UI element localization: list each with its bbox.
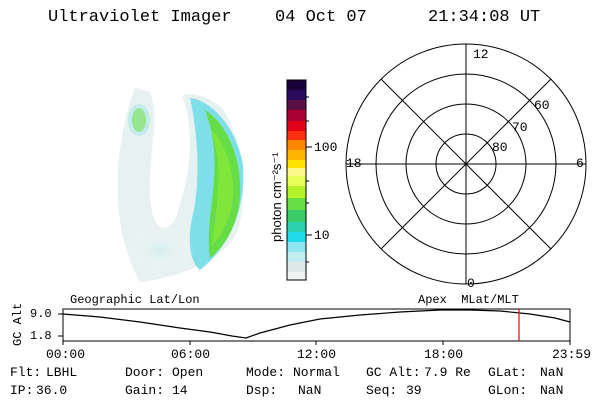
status-glon-value: NaN xyxy=(540,383,564,398)
status-ip-value: 36.0 xyxy=(36,383,68,398)
polar-grid xyxy=(345,43,587,285)
polar-line-diagonal-2 xyxy=(380,78,552,250)
altitude-xtick-2359: 23:59 xyxy=(552,347,592,362)
altitude-xtick-0600: 06:00 xyxy=(171,347,211,362)
altitude-ytick-high: 9.0 xyxy=(30,307,52,321)
status-glat-label: GLat: xyxy=(488,365,528,380)
colorbar-tick-100: 100 xyxy=(314,140,338,155)
altitude-xtick-0000: 00:00 xyxy=(46,347,86,362)
mlt-label-0: 0 xyxy=(467,276,475,291)
status-glat-value: NaN xyxy=(540,365,564,380)
lat-label-60: 60 xyxy=(534,98,550,113)
status-seq-value: 39 xyxy=(406,383,422,398)
status-door-value: Open xyxy=(172,365,204,380)
instrument-title: Ultraviolet Imager xyxy=(48,8,232,27)
mlt-label-12: 12 xyxy=(473,47,489,62)
status-dsp-value: NaN xyxy=(298,383,322,398)
colorbar-tick-10: 10 xyxy=(314,228,330,243)
altitude-plot xyxy=(58,308,571,345)
status-flt-label: Flt: xyxy=(10,365,42,380)
status-flt-value: LBHL xyxy=(46,365,78,380)
status-ip-label: IP: xyxy=(10,383,34,398)
status-gain-value: 14 xyxy=(172,383,188,398)
status-gcalt-label: GC Alt: xyxy=(366,365,421,380)
mlt-label-18: 18 xyxy=(346,156,362,171)
lat-label-70: 70 xyxy=(512,120,528,135)
auroral-image xyxy=(117,88,244,282)
lat-label-80: 80 xyxy=(492,140,508,155)
geographic-label: Geographic Lat/Lon xyxy=(70,293,200,307)
status-door-label: Door: xyxy=(125,365,165,380)
status-seq-label: Seq: xyxy=(366,383,398,398)
colorbar-unit-label: photon cm⁻²s⁻¹ xyxy=(269,152,284,242)
altitude-ytick-low: 1.8 xyxy=(30,329,52,343)
time-label: 21:34:08 UT xyxy=(428,8,541,27)
colorbar xyxy=(286,79,312,281)
mlt-label-6: 6 xyxy=(576,156,584,171)
altitude-curve xyxy=(62,309,571,339)
altitude-plot-frame xyxy=(62,308,571,342)
altitude-xtick-1800: 18:00 xyxy=(424,347,464,362)
altitude-xtick-1200: 12:00 xyxy=(297,347,337,362)
status-gain-label: Gain: xyxy=(125,383,165,398)
status-mode-label: Mode: xyxy=(246,365,286,380)
status-dsp-label: Dsp: xyxy=(246,383,278,398)
date-label: 04 Oct 07 xyxy=(275,8,367,27)
apex-label: Apex MLat/MLT xyxy=(418,293,519,307)
status-gcalt-value: 7.9 Re xyxy=(424,365,471,380)
altitude-ylabel: GC Alt xyxy=(11,302,25,346)
status-glon-label: GLon: xyxy=(488,383,528,398)
status-mode-value: Normal xyxy=(293,365,340,380)
